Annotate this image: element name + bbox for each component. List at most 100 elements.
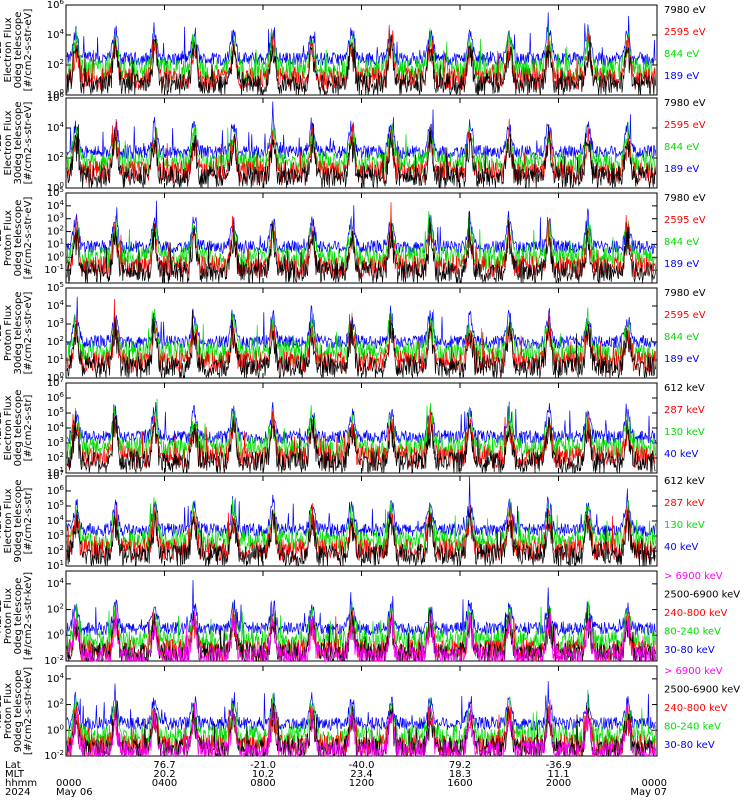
legend-entry: 844 eV	[664, 237, 699, 248]
legend-entry: 30-80 keV	[664, 645, 715, 656]
y-tick-label: 104	[47, 577, 65, 590]
hhmm-label: 2000	[546, 778, 571, 789]
legend-entry: 40 keV	[664, 542, 698, 553]
panel-5: 101 102 103 104 105 106 107 MEPEDElectron Flux0…	[0, 376, 705, 479]
y-tick-label: 104	[47, 421, 65, 434]
y-tick-label: 107	[47, 469, 64, 482]
legend-entry: 189 eV	[664, 71, 699, 82]
y-tick-label: 104	[47, 121, 65, 134]
hhmm-label: 1600	[447, 778, 472, 789]
panel-6: 101 102 103 104 105 106 107 MEPEDElectron Flux9…	[0, 469, 705, 572]
legend-entry: 7980 eV	[664, 193, 706, 204]
legend-entry: 80-240 keV	[664, 627, 721, 638]
mlt-label: 23.4	[350, 769, 372, 780]
legend-entry: 2595 eV	[664, 215, 706, 226]
series-line	[66, 101, 656, 160]
series-line	[66, 579, 656, 637]
y-tick-label: 100	[47, 181, 64, 194]
legend-entry: > 6900 keV	[664, 571, 723, 582]
y-tick-label: 107	[47, 376, 64, 389]
panel-4: 100 101 102 103 104 105 TEDProton Flux30deg te…	[0, 281, 706, 384]
series-line	[66, 298, 656, 374]
hhmm-label: 0400	[152, 778, 177, 789]
series-line	[66, 600, 656, 663]
y-tick-label: 100	[47, 371, 64, 384]
y-tick-label: 101	[47, 353, 64, 366]
y-axis-label: TEDElectron Flux30deg telescope[#/cm2-s-…	[0, 101, 34, 184]
y-axis-label: TEDElectron Flux0deg telescope[#/cm2-s-s…	[0, 9, 34, 92]
legend-entry: 189 eV	[664, 164, 699, 175]
y-tick-label: 100	[47, 723, 64, 736]
x-row-label: 2024	[5, 787, 30, 798]
y-tick-label: 103	[47, 436, 64, 449]
legend-entry: 240-800 keV	[664, 608, 728, 619]
series-line	[66, 34, 656, 96]
legend-entry: 2595 eV	[664, 27, 706, 38]
y-tick-label: 104	[47, 299, 65, 312]
series-line	[66, 210, 656, 270]
y-tick-label: 104	[47, 28, 65, 41]
series-line	[66, 508, 656, 568]
y-axis-label: TEDProton Flux30deg telescope[#/cm2-s-st…	[0, 291, 34, 374]
y-axis-label: MEPEDProton Flux90deg telescope[#/cm2-s-…	[0, 667, 34, 755]
legend-entry: 240-800 keV	[664, 703, 728, 714]
date-label: May 06	[56, 787, 93, 798]
hhmm-label: 1200	[349, 778, 374, 789]
panel-8: 10-2 100 102 104 MEPEDProton Flux90deg teles…	[0, 665, 740, 762]
series-line	[66, 310, 656, 379]
legend-entry: 2595 eV	[664, 120, 706, 131]
legend-entry: 844 eV	[664, 49, 699, 60]
y-tick-label: 105	[47, 499, 64, 512]
y-tick-label: 103	[47, 317, 64, 330]
series-line	[66, 401, 656, 445]
panel-2: 100 102 104 106 TEDElectron Flux30deg telesc…	[0, 91, 706, 194]
y-axis-label: MEPEDProton Flux0deg telescope[#/cm2-s-s…	[0, 572, 34, 660]
y-tick-label: 10-2	[44, 654, 64, 667]
legend-entry: 287 keV	[664, 498, 705, 509]
legend-entry: 189 eV	[664, 354, 699, 365]
x-row-label: Lat	[5, 760, 21, 771]
y-tick-label: 102	[47, 58, 64, 71]
y-tick-label: 106	[47, 91, 65, 104]
legend-entry: 844 eV	[664, 142, 699, 153]
y-tick-label: 101	[47, 237, 64, 250]
y-tick-label: 101	[47, 559, 64, 572]
y-tick-label: 102	[47, 335, 64, 348]
lat-label: -21.0	[250, 760, 276, 771]
hhmm-label: 0000	[642, 778, 667, 789]
legend-entry: 30-80 keV	[664, 740, 715, 751]
panel-7: 10-2 100 102 104 MEPEDProton Flux0deg telesc…	[0, 570, 740, 667]
panel-1: 100 102 104 106 TEDElectron Flux0deg telesco…	[0, 0, 706, 101]
y-tick-label: 102	[47, 544, 64, 557]
lat-label: 79.2	[449, 760, 471, 771]
legend-entry: 130 keV	[664, 520, 705, 531]
legend-entry: 80-240 keV	[664, 722, 721, 733]
series-line	[66, 211, 656, 284]
date-label: May 07	[630, 787, 667, 798]
y-tick-label: 105	[47, 406, 64, 419]
mlt-label: 18.3	[449, 769, 471, 780]
series-line	[66, 413, 656, 474]
y-axis-label: MEPEDElectron Flux90deg telescope[#/cm2-…	[0, 479, 34, 562]
y-tick-label: 102	[47, 225, 64, 238]
y-tick-label: 102	[47, 603, 64, 616]
legend-entry: 40 keV	[664, 449, 698, 460]
series-line	[66, 497, 656, 553]
legend-entry: 2595 eV	[664, 310, 706, 321]
y-tick-label: 106	[47, 391, 65, 404]
y-tick-label: 102	[47, 698, 64, 711]
legend-entry: 612 keV	[664, 476, 705, 487]
legend-entry: 287 keV	[664, 405, 705, 416]
y-tick-label: 104	[47, 199, 65, 212]
legend-entry: > 6900 keV	[664, 666, 723, 677]
mlt-label: 11.1	[547, 769, 569, 780]
y-tick-label: 105	[47, 281, 64, 294]
legend-entry: 7980 eV	[664, 98, 706, 109]
y-tick-label: 103	[47, 212, 64, 225]
y-tick-label: 10-2	[44, 749, 64, 762]
y-tick-label: 100	[47, 88, 64, 101]
hhmm-label: 0800	[250, 778, 275, 789]
legend-entry: 7980 eV	[664, 5, 706, 16]
legend-entry: 2500-6900 keV	[664, 590, 740, 601]
